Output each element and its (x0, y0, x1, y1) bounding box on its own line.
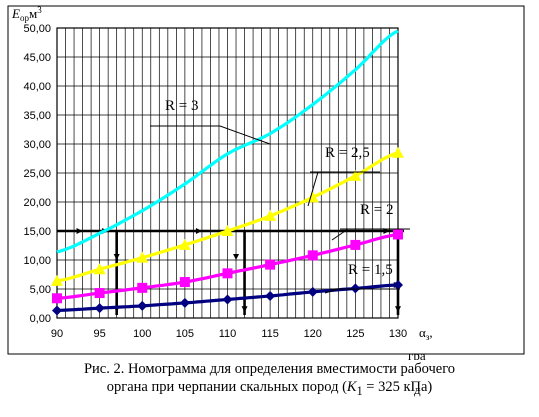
curve-label-leader (331, 228, 349, 241)
series-line-1 (56, 29, 399, 254)
diamond-marker (222, 294, 233, 305)
guide-arrowhead (195, 228, 202, 234)
y-tick-label: 25,00 (23, 168, 51, 180)
triangle-marker (349, 169, 362, 181)
x-tick-label: 90 (51, 328, 63, 340)
figure-caption: Рис. 2. Номограмма для определения вмест… (0, 360, 539, 400)
y-tick-label: 15,00 (23, 226, 51, 238)
x-axis-label: αз, (419, 325, 433, 342)
diamond-marker (137, 300, 148, 311)
guide-arrowhead (113, 254, 120, 260)
x-axis-unit: гра (408, 348, 426, 360)
y-tick-label: 35,00 (23, 110, 51, 122)
x-tick-label: 100 (133, 328, 151, 340)
y-tick-label: 5,00 (30, 284, 51, 296)
diamond-marker (52, 305, 62, 316)
y-tick-label: 0,00 (30, 313, 51, 325)
curve-label-1: R = 3 (165, 98, 198, 114)
curve-label-4: R = 1,5 (348, 262, 393, 278)
triangle-marker (136, 251, 149, 263)
square-marker (265, 259, 276, 270)
y-tick-label: 10,00 (23, 255, 51, 267)
diamond-marker (94, 303, 105, 314)
guide-arrowhead (241, 306, 248, 313)
x-axis-unit-2: д (414, 382, 421, 397)
square-marker (94, 288, 105, 299)
y-tick-label: 40,00 (23, 81, 51, 93)
square-marker (137, 282, 148, 293)
curve-label-2: R = 2,5 (325, 145, 370, 161)
curve-labels: R = 3 R = 2,5 R = 2 R = 1,5 (150, 98, 410, 294)
triangle-marker (221, 225, 234, 236)
square-marker (222, 268, 233, 279)
triangle-marker (93, 263, 106, 275)
y-tick-label: 50,00 (23, 23, 51, 35)
triangle-marker (178, 238, 191, 250)
triangle-marker (264, 209, 277, 221)
x-tick-label: 125 (346, 328, 364, 340)
diamond-marker (179, 297, 190, 308)
square-marker (307, 250, 318, 261)
plot-area-border (56, 27, 399, 319)
series-lines (51, 29, 404, 316)
triangle-marker (392, 146, 404, 158)
x-tick-label: 95 (94, 328, 106, 340)
diamond-marker (350, 283, 361, 294)
guide-arrowhead (76, 228, 83, 234)
curve-label-leader (307, 171, 319, 207)
curve-label-leader (324, 288, 339, 294)
square-marker (52, 293, 62, 304)
nomogram-chart: 0,00 5,00 10,00 15,00 20,00 25,00 30,00 35,00 40… (7, 5, 525, 360)
curve-label-leader (219, 125, 271, 145)
x-tick-label: 110 (219, 328, 237, 340)
guide-arrowhead (233, 254, 240, 260)
y-tick-label: 20,00 (23, 197, 51, 209)
y-tick-label: 45,00 (23, 52, 51, 64)
y-axis-label: Eорм3 (11, 5, 42, 23)
y-tick-label: 30,00 (23, 139, 51, 151)
square-marker (393, 229, 403, 240)
x-tick-label: 115 (261, 328, 279, 340)
caption-line-1: Рис. 2. Номограмма для определения вмест… (83, 361, 456, 377)
square-marker (179, 277, 190, 288)
triangle-marker (51, 274, 63, 286)
diamond-marker (393, 279, 403, 290)
x-tick-label: 130 (389, 328, 407, 340)
guide-arrowhead (395, 306, 401, 313)
square-marker (350, 239, 361, 250)
x-tick-label: 120 (304, 328, 322, 340)
tick-labels: 0,00 5,00 10,00 15,00 20,00 25,00 30,00 35,00 40… (23, 23, 407, 340)
diamond-marker (265, 290, 276, 301)
x-tick-label: 105 (176, 328, 194, 340)
caption-line-2: органа при черпании скальных пород (K1 =… (106, 379, 433, 398)
curve-label-3: R = 2 (360, 202, 393, 218)
diamond-marker (307, 286, 318, 297)
outer-frame (7, 5, 525, 355)
